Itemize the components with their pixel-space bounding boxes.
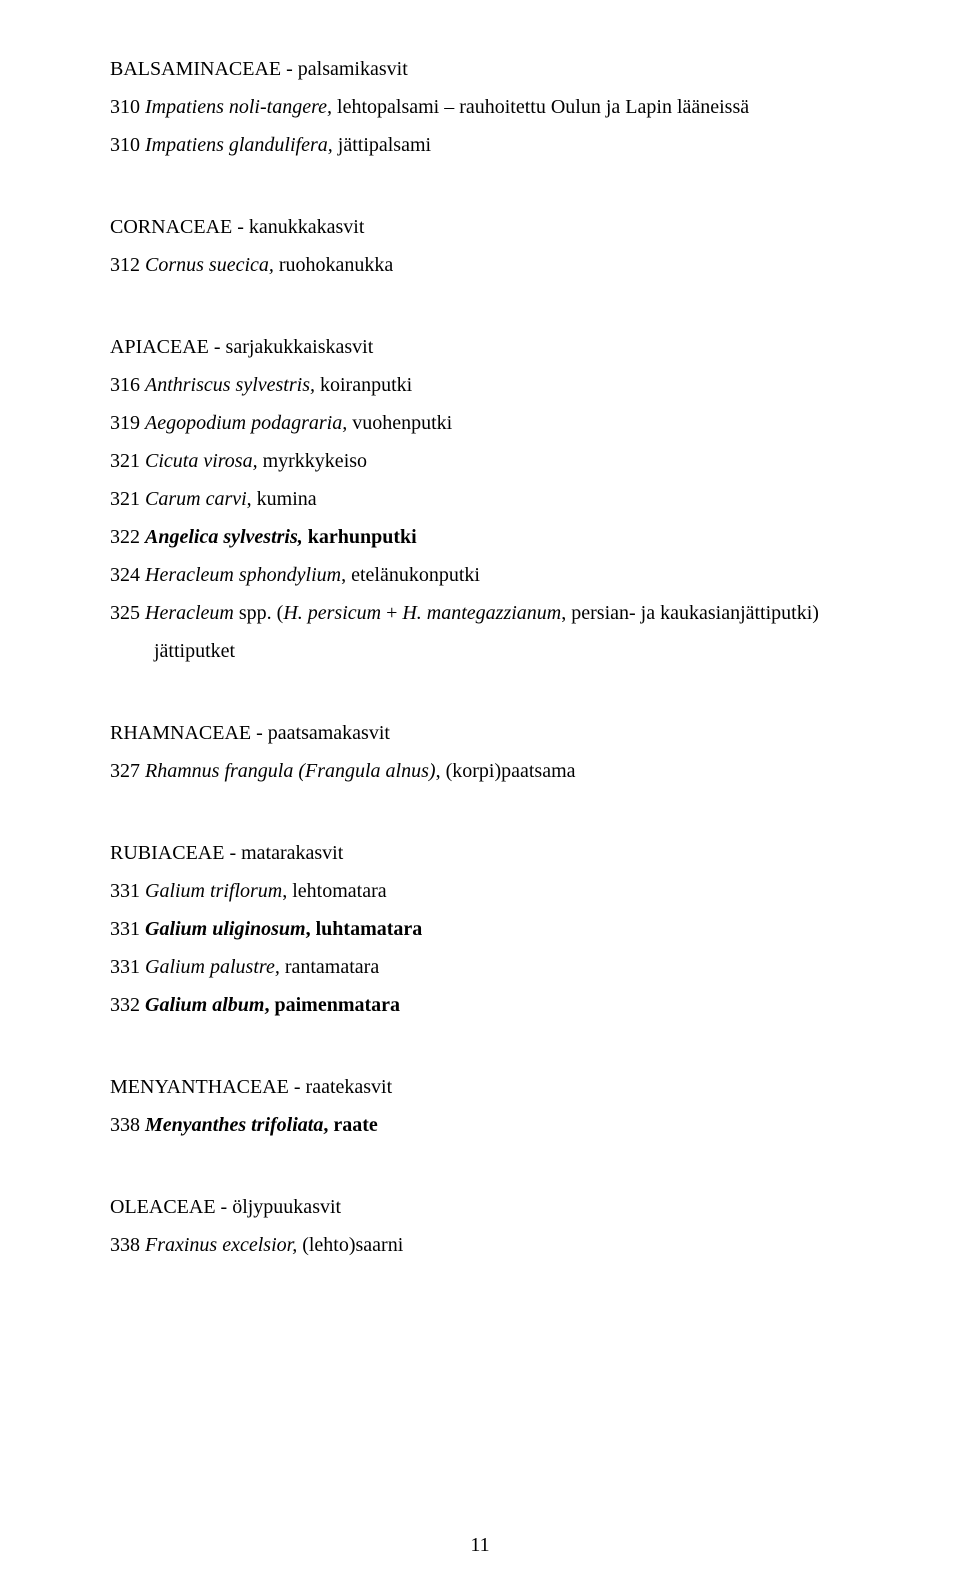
family-block: MENYANTHACEAE - raatekasvit338 Menyanthe… (110, 1068, 850, 1144)
species-entry: 324 Heracleum sphondylium, etelänukonput… (110, 556, 850, 594)
species-entry: 322 Angelica sylvestris, karhunputki (110, 518, 850, 556)
species-entry: 310 Impatiens noli-tangere, lehtopalsami… (110, 88, 850, 126)
content-area: BALSAMINACEAE - palsamikasvit310 Impatie… (110, 50, 850, 1264)
page-number: 11 (0, 1534, 960, 1557)
family-block: RHAMNACEAE - paatsamakasvit327 Rhamnus f… (110, 714, 850, 790)
species-entry: 327 Rhamnus frangula (Frangula alnus), (… (110, 752, 850, 790)
family-title: APIACEAE - sarjakukkaiskasvit (110, 328, 850, 366)
species-entry: 331 Galium uliginosum, luhtamatara (110, 910, 850, 948)
species-entry: 321 Cicuta virosa, myrkkykeiso (110, 442, 850, 480)
family-title: RHAMNACEAE - paatsamakasvit (110, 714, 850, 752)
species-entry: 331 Galium triflorum, lehtomatara (110, 872, 850, 910)
family-block: RUBIACEAE - matarakasvit331 Galium trifl… (110, 834, 850, 1024)
family-block: APIACEAE - sarjakukkaiskasvit316 Anthris… (110, 328, 850, 670)
species-entry: 338 Menyanthes trifoliata, raate (110, 1106, 850, 1144)
family-block: BALSAMINACEAE - palsamikasvit310 Impatie… (110, 50, 850, 164)
species-entry: 321 Carum carvi, kumina (110, 480, 850, 518)
species-entry: jättiputket (110, 632, 850, 670)
family-title: OLEACEAE - öljypuukasvit (110, 1188, 850, 1226)
page: BALSAMINACEAE - palsamikasvit310 Impatie… (0, 0, 960, 1593)
species-entry: 338 Fraxinus excelsior, (lehto)saarni (110, 1226, 850, 1264)
species-entry: 331 Galium palustre, rantamatara (110, 948, 850, 986)
family-title: BALSAMINACEAE - palsamikasvit (110, 50, 850, 88)
species-entry: 332 Galium album, paimenmatara (110, 986, 850, 1024)
family-block: CORNACEAE - kanukkakasvit312 Cornus suec… (110, 208, 850, 284)
family-block: OLEACEAE - öljypuukasvit338 Fraxinus exc… (110, 1188, 850, 1264)
species-entry: 312 Cornus suecica, ruohokanukka (110, 246, 850, 284)
family-title: RUBIACEAE - matarakasvit (110, 834, 850, 872)
species-entry: 325 Heracleum spp. (H. persicum + H. man… (110, 594, 850, 632)
family-title: CORNACEAE - kanukkakasvit (110, 208, 850, 246)
species-entry: 310 Impatiens glandulifera, jättipalsami (110, 126, 850, 164)
species-entry: 319 Aegopodium podagraria, vuohenputki (110, 404, 850, 442)
species-entry: 316 Anthriscus sylvestris, koiranputki (110, 366, 850, 404)
family-title: MENYANTHACEAE - raatekasvit (110, 1068, 850, 1106)
